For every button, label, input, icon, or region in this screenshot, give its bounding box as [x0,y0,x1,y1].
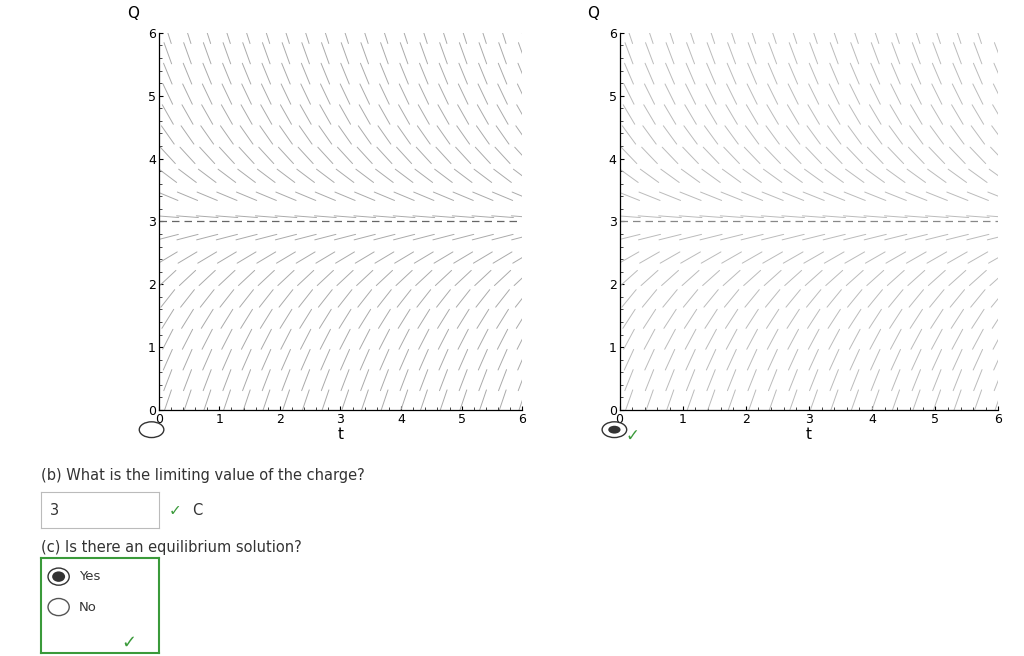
Y-axis label: Q: Q [587,7,599,22]
Text: Yes: Yes [79,570,100,583]
Text: C: C [193,503,203,518]
Text: 3: 3 [50,502,59,518]
Text: (c) Is there an equilibrium solution?: (c) Is there an equilibrium solution? [41,541,302,555]
Text: ✓: ✓ [169,503,181,518]
X-axis label: t: t [806,427,812,442]
Circle shape [52,571,66,582]
Y-axis label: Q: Q [127,7,139,22]
Text: ✓: ✓ [122,634,137,652]
Text: (b) What is the limiting value of the charge?: (b) What is the limiting value of the ch… [41,468,365,483]
Text: ✓: ✓ [626,427,640,445]
Text: No: No [79,600,96,613]
X-axis label: t: t [338,427,343,442]
